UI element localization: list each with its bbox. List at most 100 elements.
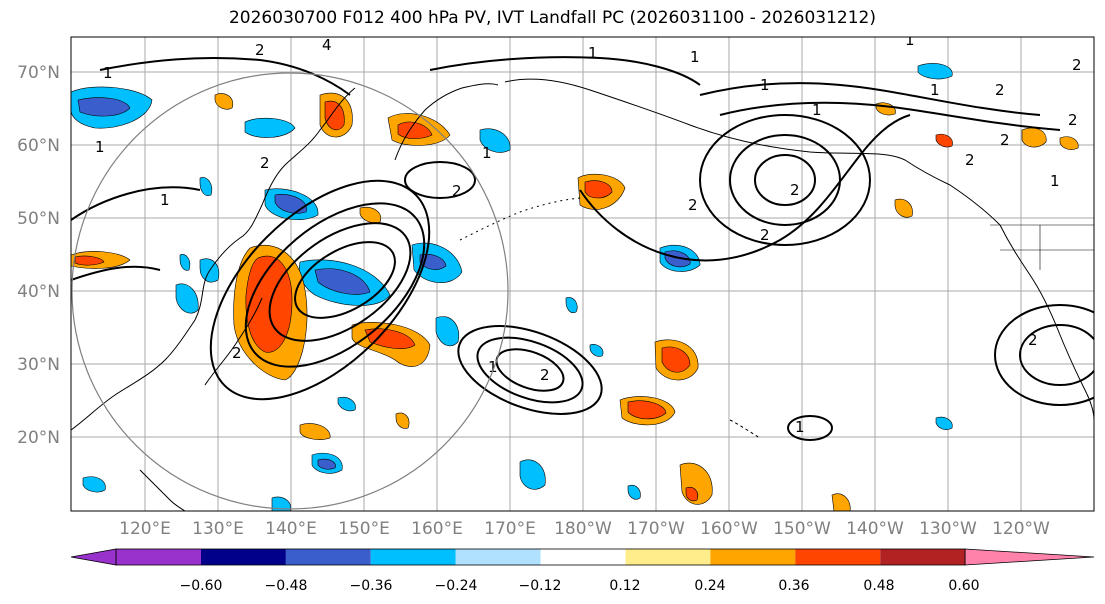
pos-anomaly-region bbox=[894, 198, 913, 218]
japan-coast bbox=[204, 297, 263, 386]
north-america-coast bbox=[999, 224, 1094, 421]
contour-label: 1 bbox=[103, 64, 113, 82]
lon-label: 170°W bbox=[627, 519, 685, 539]
contour-label: 1 bbox=[795, 418, 805, 436]
pos-anomaly-region bbox=[364, 328, 416, 350]
neg-anomaly-region bbox=[519, 459, 546, 490]
neg-anomaly-region bbox=[664, 250, 691, 268]
neg-anomaly-region bbox=[479, 128, 511, 153]
lat-label: 20°N bbox=[17, 428, 60, 448]
contour-label: 1 bbox=[905, 31, 915, 49]
latitude-labels: 70°N 60°N 50°N 40°N 30°N 20°N bbox=[17, 63, 60, 448]
neg-anomaly-region bbox=[271, 496, 292, 511]
pos-anomaly-region bbox=[299, 423, 331, 440]
lat-label: 30°N bbox=[17, 355, 60, 375]
colorbar-segment bbox=[625, 549, 711, 565]
colorbar-extension-high bbox=[964, 548, 1095, 566]
colorbar-tick-label: 0.48 bbox=[863, 578, 894, 594]
neg-anomaly-region bbox=[82, 476, 106, 493]
neg-anomaly-region bbox=[179, 254, 191, 271]
neg-anomaly-region bbox=[314, 268, 371, 295]
landfall-radius-circle bbox=[71, 72, 509, 510]
contour-label: 1 bbox=[812, 101, 822, 119]
pos-anomaly-region bbox=[395, 412, 410, 429]
contour-label: 1 bbox=[160, 191, 170, 209]
asia-coast bbox=[71, 87, 356, 431]
lat-label: 60°N bbox=[17, 136, 60, 156]
colorbar-tick-label: 0.60 bbox=[948, 578, 979, 594]
lon-label: 130°E bbox=[192, 519, 244, 539]
neg-anomaly-region bbox=[935, 416, 953, 430]
lon-label: 120°E bbox=[119, 519, 171, 539]
contour-label: 1 bbox=[930, 81, 940, 99]
neg-anomaly-region bbox=[317, 458, 336, 470]
lat-label: 50°N bbox=[17, 209, 60, 229]
colorbar-segment bbox=[370, 549, 456, 565]
lon-label: 160°E bbox=[411, 519, 463, 539]
contour-label: 1 bbox=[760, 76, 770, 94]
pos-anomaly-region bbox=[661, 346, 691, 373]
contour-label: 2 bbox=[688, 196, 698, 214]
neg-anomaly-region bbox=[627, 485, 641, 500]
colorbar-ticks: −0.60 −0.48 −0.36 −0.24 −0.12 0.12 0.24 … bbox=[180, 578, 980, 594]
lat-label: 70°N bbox=[17, 63, 60, 83]
colorbar-segment bbox=[455, 549, 541, 565]
neg-anomaly-region bbox=[565, 297, 578, 313]
pos-anomaly-region bbox=[397, 121, 433, 139]
colorbar: −0.60 −0.48 −0.36 −0.24 −0.12 0.12 0.24 … bbox=[70, 548, 1095, 594]
colorbar-tick-label: 0.24 bbox=[694, 578, 725, 594]
pos-anomaly-region bbox=[685, 487, 699, 502]
colorbar-segment bbox=[540, 549, 626, 565]
contour-label: 2 bbox=[452, 182, 462, 200]
colorbar-tick-label: −0.60 bbox=[180, 578, 223, 594]
hawaii-islands bbox=[729, 419, 761, 439]
pos-anomaly-region bbox=[324, 100, 345, 131]
lon-label: 130°W bbox=[919, 519, 977, 539]
colorbar-segment bbox=[795, 549, 881, 565]
contour-labels: 1 1 2 4 1 1 2 2 1 2 2 2 2 1 1 2 2 1 1 2 … bbox=[95, 31, 1082, 436]
pos-anomaly-region bbox=[74, 255, 105, 266]
pos-anomaly-region bbox=[359, 207, 382, 224]
colorbar-segment bbox=[116, 549, 201, 565]
neg-anomaly-region bbox=[77, 97, 131, 117]
colorbar-segment bbox=[285, 549, 371, 565]
colorbar-outline bbox=[115, 548, 966, 566]
pos-anomaly-region bbox=[214, 93, 234, 110]
aleutian-islands bbox=[459, 197, 581, 241]
lat-label: 40°N bbox=[17, 282, 60, 302]
contour-label: 2 bbox=[1028, 331, 1038, 349]
pos-anomaly-region bbox=[1059, 136, 1079, 150]
lon-label: 140°W bbox=[846, 519, 904, 539]
contour-label: 2 bbox=[760, 226, 770, 244]
contour-label: 2 bbox=[260, 154, 270, 172]
contour-label: 1 bbox=[95, 138, 105, 156]
contour-label: 1 bbox=[588, 44, 598, 62]
lon-label: 170°E bbox=[484, 519, 536, 539]
lon-label: 150°W bbox=[773, 519, 831, 539]
map-frame bbox=[70, 36, 1095, 512]
philippines-coast bbox=[139, 469, 186, 511]
pos-anomaly-region bbox=[584, 180, 613, 199]
neg-anomaly-region bbox=[917, 63, 953, 80]
contour-label: 2 bbox=[1072, 56, 1082, 74]
lon-label: 140°E bbox=[265, 519, 317, 539]
contour-label: 1 bbox=[488, 358, 498, 376]
lon-label: 160°W bbox=[700, 519, 758, 539]
alaska-coast bbox=[504, 78, 1001, 226]
neg-anomaly-region bbox=[435, 316, 460, 347]
neg-anomaly-region bbox=[337, 397, 356, 412]
contour-label: 1 bbox=[690, 48, 700, 66]
contour-label: 2 bbox=[232, 344, 242, 362]
us-border bbox=[990, 224, 1094, 270]
lon-label: 150°E bbox=[338, 519, 390, 539]
contour-label: 2 bbox=[1068, 111, 1078, 129]
neg-anomaly-region bbox=[244, 117, 296, 138]
contour-label: 2 bbox=[965, 151, 975, 169]
colorbar-tick-label: 0.36 bbox=[778, 578, 809, 594]
pos-anomaly-region bbox=[935, 133, 953, 148]
colorbar-tick-label: −0.48 bbox=[265, 578, 308, 594]
colorbar-extension-low bbox=[70, 548, 117, 566]
lon-label: 120°W bbox=[992, 519, 1050, 539]
lon-label: 180°W bbox=[554, 519, 612, 539]
